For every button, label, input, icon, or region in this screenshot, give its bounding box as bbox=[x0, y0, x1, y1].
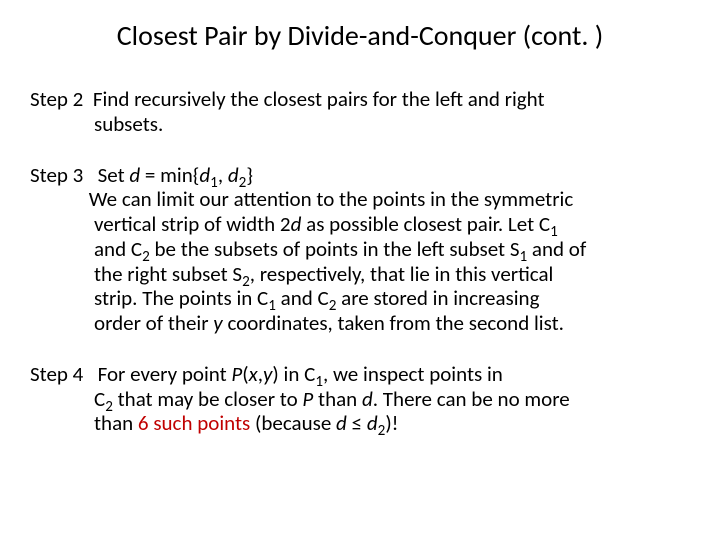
step-2-line1: Find recursively the closest pairs for t… bbox=[83, 87, 690, 112]
step-4-label: Step 4 bbox=[30, 362, 83, 387]
step-3-line1: Set d = min{d1, d2} bbox=[83, 163, 690, 188]
step-3-line7: order of their y coordinates, taken from… bbox=[30, 311, 690, 336]
step-2: Step 2 Find recursively the closest pair… bbox=[30, 87, 690, 137]
slide: Closest Pair by Divide-and-Conquer (cont… bbox=[0, 0, 720, 540]
step-3-line2: We can limit our attention to the points… bbox=[30, 187, 690, 212]
step-2-label: Step 2 bbox=[30, 87, 83, 112]
step-3-line4: and C2 be the subsets of points in the l… bbox=[30, 237, 690, 262]
step-3: Step 3 Set d = min{d1, d2} We can limit … bbox=[30, 163, 690, 336]
step-4-line3: than 6 such points (because d ≤ d2)! bbox=[30, 411, 690, 436]
step-3-line5: the right subset S2, respectively, that … bbox=[30, 262, 690, 287]
step-4: Step 4 For every point P(x,y) in C1, we … bbox=[30, 362, 690, 436]
step-3-label: Step 3 bbox=[30, 163, 83, 188]
slide-title: Closest Pair by Divide-and-Conquer (cont… bbox=[30, 18, 690, 53]
step-4-line2: C2 that may be closer to P than d. There… bbox=[30, 387, 690, 412]
step-4-line1: For every point P(x,y) in C1, we inspect… bbox=[83, 362, 690, 387]
step-2-line2: subsets. bbox=[30, 112, 690, 137]
highlight-text: 6 such points bbox=[138, 410, 250, 436]
step-3-line6: strip. The points in C1 and C2 are store… bbox=[30, 286, 690, 311]
step-3-line3: vertical strip of width 2d as possible c… bbox=[30, 212, 690, 237]
